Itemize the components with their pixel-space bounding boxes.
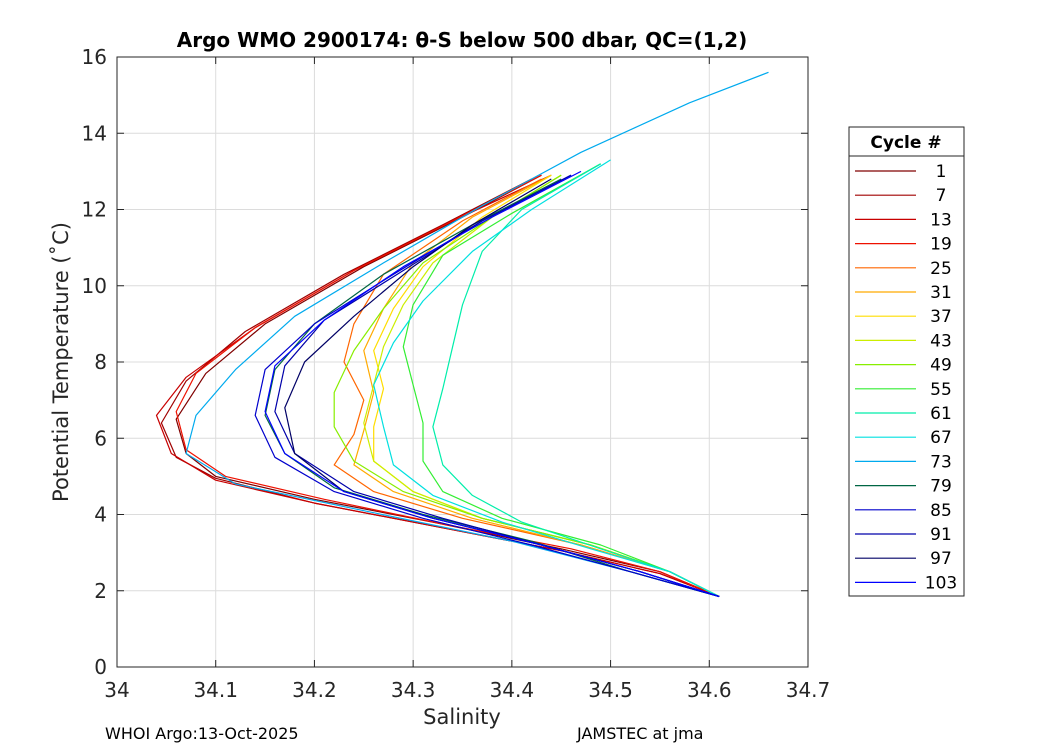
y-tick-label: 12 bbox=[82, 198, 107, 222]
x-tick-label: 34.2 bbox=[292, 678, 337, 702]
y-tick-label: 16 bbox=[82, 45, 107, 69]
legend-label: 31 bbox=[930, 283, 952, 303]
x-tick-label: 34.7 bbox=[786, 678, 831, 702]
series-line-cycle-19 bbox=[175, 174, 720, 598]
series-layer bbox=[155, 71, 769, 598]
series-line-cycle-55 bbox=[402, 163, 720, 598]
legend-label: 67 bbox=[930, 428, 952, 448]
legend-label: 43 bbox=[930, 331, 952, 351]
legend-label: 85 bbox=[930, 501, 952, 521]
legend-label: 1 bbox=[936, 162, 947, 182]
legend-label: 91 bbox=[930, 525, 952, 545]
footer-source: WHOI Argo:13-Oct-2025 bbox=[105, 724, 299, 743]
legend-label: 7 bbox=[936, 186, 947, 206]
y-tick-label: 0 bbox=[94, 655, 107, 679]
legend-label: 73 bbox=[930, 452, 952, 472]
x-axis-label: Salinity bbox=[423, 705, 501, 729]
y-axis-label: Potential Temperature (˚C) bbox=[49, 222, 73, 502]
legend-label: 103 bbox=[925, 573, 957, 593]
legend-box bbox=[848, 126, 965, 597]
y-tick-label: 4 bbox=[94, 503, 107, 527]
footer-credit: JAMSTEC at jma bbox=[577, 724, 704, 743]
x-tick-label: 34.3 bbox=[391, 678, 436, 702]
series-line-cycle-67 bbox=[373, 159, 720, 598]
legend-label: 13 bbox=[930, 210, 952, 230]
x-tick-label: 34.6 bbox=[687, 678, 732, 702]
y-tick-label: 2 bbox=[94, 579, 107, 603]
legend-label: 19 bbox=[930, 235, 952, 255]
x-tick-label: 34.4 bbox=[490, 678, 535, 702]
legend-label: 25 bbox=[930, 259, 952, 279]
series-line-cycle-61 bbox=[432, 163, 720, 598]
legend-items: 1 7 13 19 25 31 37 43 49 55 61 67 73 79 85 91 97 103 bbox=[855, 162, 957, 593]
legend-label: 55 bbox=[930, 380, 952, 400]
legend-label: 97 bbox=[930, 549, 952, 569]
legend-label: 79 bbox=[930, 477, 952, 497]
x-tick-label: 34 bbox=[104, 678, 129, 702]
legend-label: 49 bbox=[930, 356, 952, 376]
series-line-cycle-73 bbox=[185, 71, 769, 598]
series-line-cycle-103 bbox=[264, 170, 720, 598]
y-tick-label: 14 bbox=[82, 121, 107, 145]
x-tick-label: 34.5 bbox=[588, 678, 633, 702]
legend-label: 37 bbox=[930, 307, 952, 327]
y-tick-label: 8 bbox=[94, 350, 107, 374]
y-tick-label: 6 bbox=[94, 426, 107, 450]
chart-title: Argo WMO 2900174: θ-S below 500 dbar, QC… bbox=[177, 28, 747, 52]
legend-title: Cycle # bbox=[870, 133, 941, 153]
legend: Cycle # 1 7 13 19 25 31 37 43 49 55 61 67 73 79 85 91 97… bbox=[848, 126, 965, 597]
series-line-cycle-85 bbox=[254, 174, 720, 598]
legend-label: 61 bbox=[930, 404, 952, 424]
axis-ticks: 34 34.1 34.2 34.3 34.4 34.5 34.6 34.7 0 2 4 6 8 10 12 1… bbox=[82, 45, 831, 702]
y-tick-label: 10 bbox=[82, 274, 107, 298]
x-tick-label: 34.1 bbox=[193, 678, 238, 702]
